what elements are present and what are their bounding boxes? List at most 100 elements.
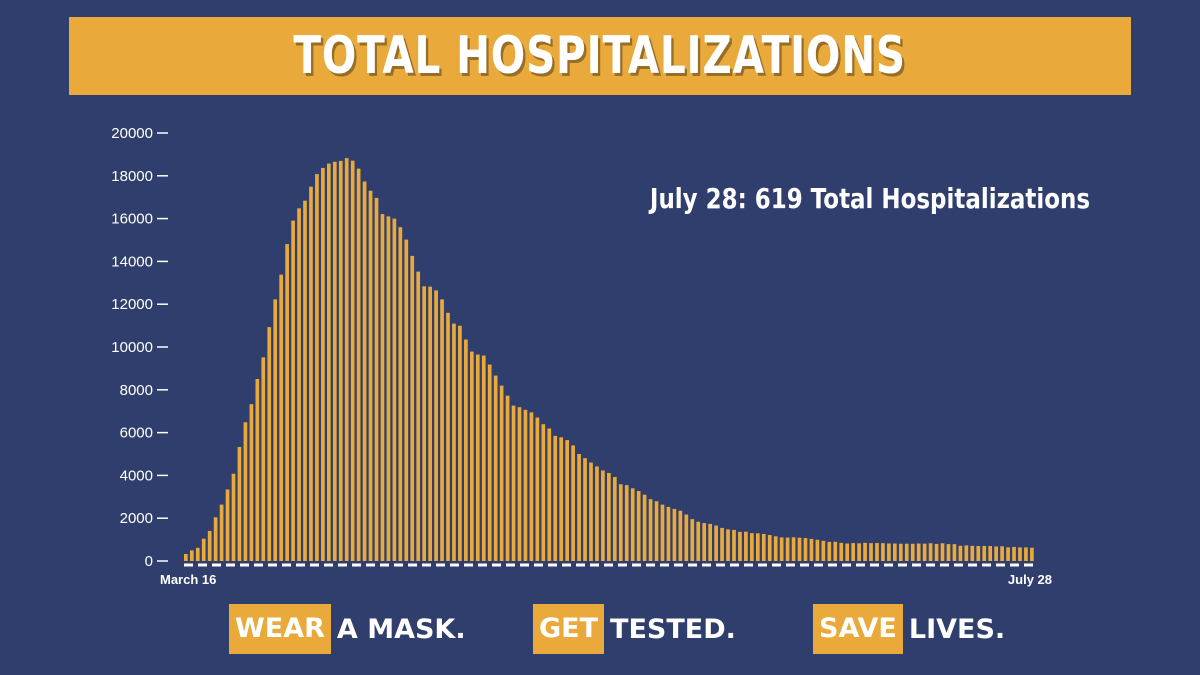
bar [535, 417, 540, 561]
bar [898, 543, 903, 561]
y-tick-label: 18000 [111, 168, 153, 185]
bar [916, 543, 921, 561]
bar [303, 200, 307, 561]
bar [565, 440, 569, 561]
bar [255, 379, 260, 561]
bar [184, 554, 188, 561]
bar [893, 543, 897, 561]
bar [493, 375, 498, 561]
slogan-bar: WEAR A MASK. GET TESTED. SAVE LIVES. [0, 604, 1200, 656]
bar [714, 525, 718, 561]
bar [517, 407, 522, 561]
y-tick-label: 16000 [111, 211, 153, 228]
bar [797, 537, 802, 561]
latest-value-annotation: July 28: 619 Total Hospitalizations [649, 182, 1091, 215]
bar [761, 533, 766, 561]
bar [994, 546, 998, 561]
bar [720, 527, 724, 561]
bar [499, 385, 504, 561]
bar [309, 186, 313, 561]
bar [779, 537, 784, 561]
x-tick-label-start: March 16 [160, 572, 216, 587]
bar [350, 160, 355, 562]
slogan-highlight: SAVE [813, 604, 903, 654]
bar [785, 537, 790, 561]
bar [344, 158, 349, 561]
bar [970, 545, 975, 561]
bar [636, 491, 641, 561]
bar [750, 533, 754, 561]
bar [577, 454, 581, 561]
bar [440, 299, 444, 561]
bar [481, 355, 486, 561]
slogan-wear-a-mask: WEAR A MASK. [229, 604, 466, 654]
bar [487, 364, 492, 561]
bar [708, 523, 712, 561]
y-tick-label: 6000 [120, 425, 153, 442]
y-tick-label: 2000 [120, 510, 153, 527]
bar [618, 484, 623, 561]
bar [696, 521, 701, 561]
bar [541, 424, 546, 561]
bar [684, 514, 689, 561]
bar [875, 543, 879, 561]
bar [547, 428, 552, 561]
bar [380, 214, 385, 562]
bar [398, 227, 403, 561]
bar [1006, 547, 1010, 561]
slogan-highlight: WEAR [229, 604, 331, 654]
bar [475, 354, 480, 561]
bar [458, 325, 462, 561]
bar [410, 255, 415, 561]
bar [225, 489, 230, 561]
bar [428, 286, 432, 561]
bar [195, 547, 200, 561]
bar [1024, 547, 1028, 561]
bar [362, 181, 367, 561]
slogan-rest: TESTED. [610, 613, 736, 645]
bar [767, 535, 772, 561]
bar [261, 357, 266, 561]
bar [809, 538, 814, 561]
y-tick-label: 10000 [111, 339, 153, 356]
bar [982, 545, 987, 561]
bar [249, 404, 254, 561]
bar [207, 530, 212, 561]
bar [881, 543, 885, 561]
bar [404, 239, 409, 562]
bar [612, 477, 617, 561]
bar [589, 462, 593, 561]
bar [571, 445, 575, 561]
bar [523, 409, 528, 561]
y-tick-label: 12000 [111, 296, 153, 313]
bar [285, 244, 289, 561]
bar [815, 539, 820, 561]
bar [839, 542, 844, 561]
bar [607, 473, 611, 561]
bar [887, 543, 891, 561]
bar [469, 351, 474, 561]
bar [904, 543, 909, 561]
bar [279, 274, 284, 561]
x-tick-label-end: July 28 [1008, 572, 1052, 587]
bar [773, 536, 778, 561]
bar [851, 543, 855, 561]
bar [869, 543, 873, 561]
bar [857, 543, 861, 561]
bar [267, 327, 272, 561]
bar [374, 197, 379, 561]
bar [803, 538, 808, 561]
bar [219, 504, 224, 561]
bar [946, 544, 951, 561]
bar [922, 543, 927, 561]
bar [291, 220, 295, 561]
bar [821, 540, 826, 561]
slogan-rest: A MASK. [336, 613, 466, 645]
bar [928, 543, 933, 561]
bar [452, 323, 456, 561]
bar [690, 519, 695, 561]
bar [666, 506, 671, 561]
bar [863, 542, 867, 561]
bar [678, 510, 683, 561]
slogan-save-lives: SAVE LIVES. [813, 604, 1005, 654]
